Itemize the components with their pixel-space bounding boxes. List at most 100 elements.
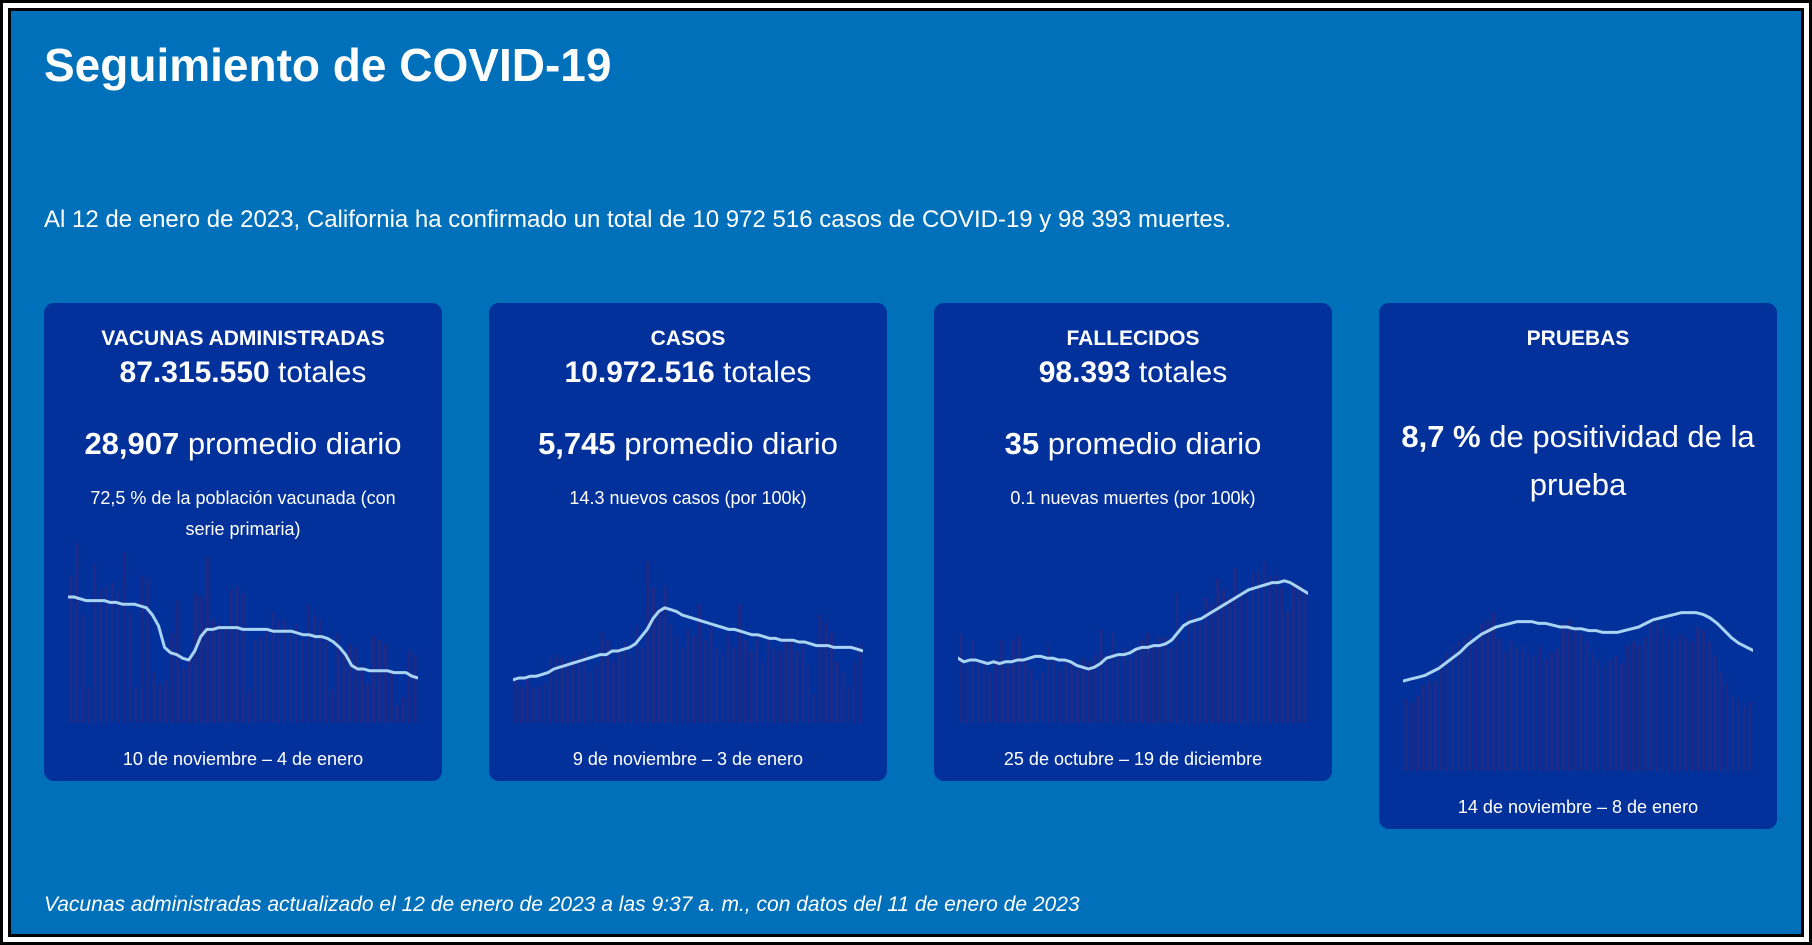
chart-bar: [1081, 658, 1085, 723]
chart-bar: [594, 665, 598, 723]
chart-bar: [554, 654, 558, 723]
chart-bar: [413, 654, 417, 723]
chart-bar: [1052, 658, 1056, 723]
chart-bar: [738, 604, 742, 723]
chart-bar: [1538, 645, 1542, 771]
chart-average-line: [68, 595, 418, 680]
chart-bar: [1111, 633, 1115, 723]
chart-bar: [743, 640, 747, 723]
chart-bar: [1146, 633, 1150, 723]
chart-bar: [531, 687, 535, 723]
chart-bar: [247, 690, 251, 723]
chart-bar: [253, 640, 257, 723]
chart-bar: [994, 658, 998, 723]
chart-bar: [1140, 640, 1144, 723]
chart-bar: [283, 618, 287, 723]
chart-bar: [1023, 658, 1027, 723]
chart-bar: [69, 575, 73, 723]
chart-bar: [1503, 652, 1507, 771]
chart-bar: [389, 672, 393, 723]
chart-bar: [1017, 636, 1021, 723]
chart-bar: [1233, 568, 1237, 723]
card-cases[interactable]: CASOS 10.972.516 totales 5,745 promedio …: [489, 303, 887, 781]
chart-bar: [1468, 634, 1472, 771]
chart-bar: [1445, 652, 1449, 771]
chart-bar: [652, 588, 656, 723]
chart-bar: [229, 589, 233, 723]
chart-bar: [959, 633, 963, 723]
chart-bar: [1550, 652, 1554, 771]
vaccines-trend-chart: [68, 543, 418, 723]
chart-bar: [1690, 641, 1694, 771]
chart-bar: [1151, 647, 1155, 723]
chart-bar: [1655, 619, 1659, 771]
chart-bar: [1736, 699, 1740, 771]
card-daily-average: 5,745 promedio diario: [499, 420, 877, 468]
chart-bar: [312, 615, 316, 723]
chart-bar: [606, 640, 610, 723]
card-total: 87.315.550 totales: [44, 356, 442, 390]
chart-bar: [128, 611, 132, 723]
chart-bar: [300, 640, 304, 723]
chart-bar: [1602, 666, 1606, 771]
chart-bar: [158, 683, 162, 723]
chart-bar: [87, 687, 91, 723]
chart-bar: [634, 625, 638, 723]
chart-bar: [1719, 672, 1723, 771]
chart-bar: [703, 640, 707, 723]
chart-bar: [75, 543, 79, 723]
card-subtext: 14.3 nuevos casos (por 100k): [569, 488, 807, 508]
chart-bar: [81, 615, 85, 723]
update-footnote: Vacunas administradas actualizado el 12 …: [44, 893, 1080, 916]
chart-bar: [330, 690, 334, 723]
chart-bar: [1486, 619, 1490, 771]
positivity-unit: de positividad de la prueba: [1480, 419, 1755, 502]
chart-bar: [1274, 575, 1278, 723]
chart-bar: [1731, 695, 1735, 771]
chart-bar: [548, 658, 552, 723]
chart-bar: [1410, 702, 1414, 771]
chart-bar: [566, 661, 569, 723]
chart-bar: [1684, 637, 1688, 771]
chart-bar: [1439, 659, 1443, 771]
chart-bar: [537, 687, 541, 723]
chart-bar: [1221, 589, 1225, 723]
chart-bar: [577, 654, 581, 723]
average-unit: promedio diario: [615, 426, 838, 461]
chart-bar: [366, 683, 370, 723]
card-tests[interactable]: PRUEBAS 8,7 % de positividad de la prueb…: [1379, 303, 1777, 829]
average-value: 35: [1004, 426, 1040, 461]
chart-bar: [761, 661, 765, 723]
card-date-range: 25 de octubre – 19 de diciembre: [1003, 749, 1263, 769]
total-unit: totales: [1130, 356, 1228, 389]
chart-average-line: [513, 606, 863, 682]
chart-bar: [657, 607, 661, 723]
chart-bar: [1521, 645, 1525, 771]
chart-bar: [669, 624, 673, 723]
chart-bar: [1631, 641, 1635, 771]
chart-bar: [1035, 679, 1039, 723]
chart-bar: [1286, 611, 1290, 723]
chart-bar: [1742, 706, 1746, 771]
chart-bar: [105, 586, 109, 723]
chart-bar: [1122, 647, 1126, 723]
page-title: Seguimiento de COVID-19: [44, 39, 612, 91]
chart-bar: [1626, 645, 1630, 771]
card-deaths[interactable]: FALLECIDOS 98.393 totales 35 promedio di…: [934, 303, 1332, 781]
chart-bar: [784, 640, 787, 723]
chart-bar: [755, 633, 759, 723]
chart-bar: [971, 640, 975, 723]
chart-bar: [1204, 597, 1208, 723]
chart-bar: [324, 640, 328, 723]
chart-bar: [812, 694, 816, 723]
chart-bar: [1456, 641, 1460, 771]
chart-bar: [294, 624, 298, 723]
card-vaccines[interactable]: VACUNAS ADMINISTRADAS 87.315.550 totales…: [44, 303, 442, 781]
chart-bar: [1192, 615, 1196, 723]
chart-bar: [1480, 623, 1484, 771]
chart-bar: [122, 552, 126, 723]
chart-bar: [1713, 655, 1717, 771]
chart-bar: [176, 600, 180, 723]
chart-bar: [1011, 640, 1015, 723]
chart-bar: [194, 593, 198, 723]
